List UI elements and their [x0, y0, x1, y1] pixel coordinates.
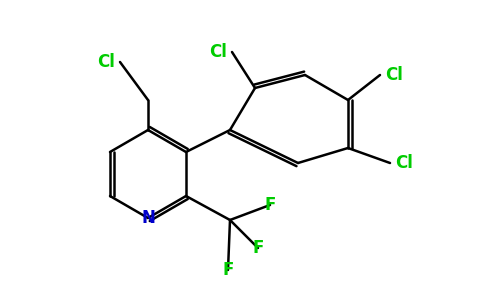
Text: Cl: Cl [385, 66, 403, 84]
Text: F: F [222, 261, 234, 279]
Text: Cl: Cl [97, 53, 115, 71]
Text: F: F [252, 239, 264, 257]
Text: Cl: Cl [395, 154, 413, 172]
Text: F: F [264, 196, 276, 214]
Text: N: N [141, 209, 155, 227]
Text: Cl: Cl [209, 43, 227, 61]
